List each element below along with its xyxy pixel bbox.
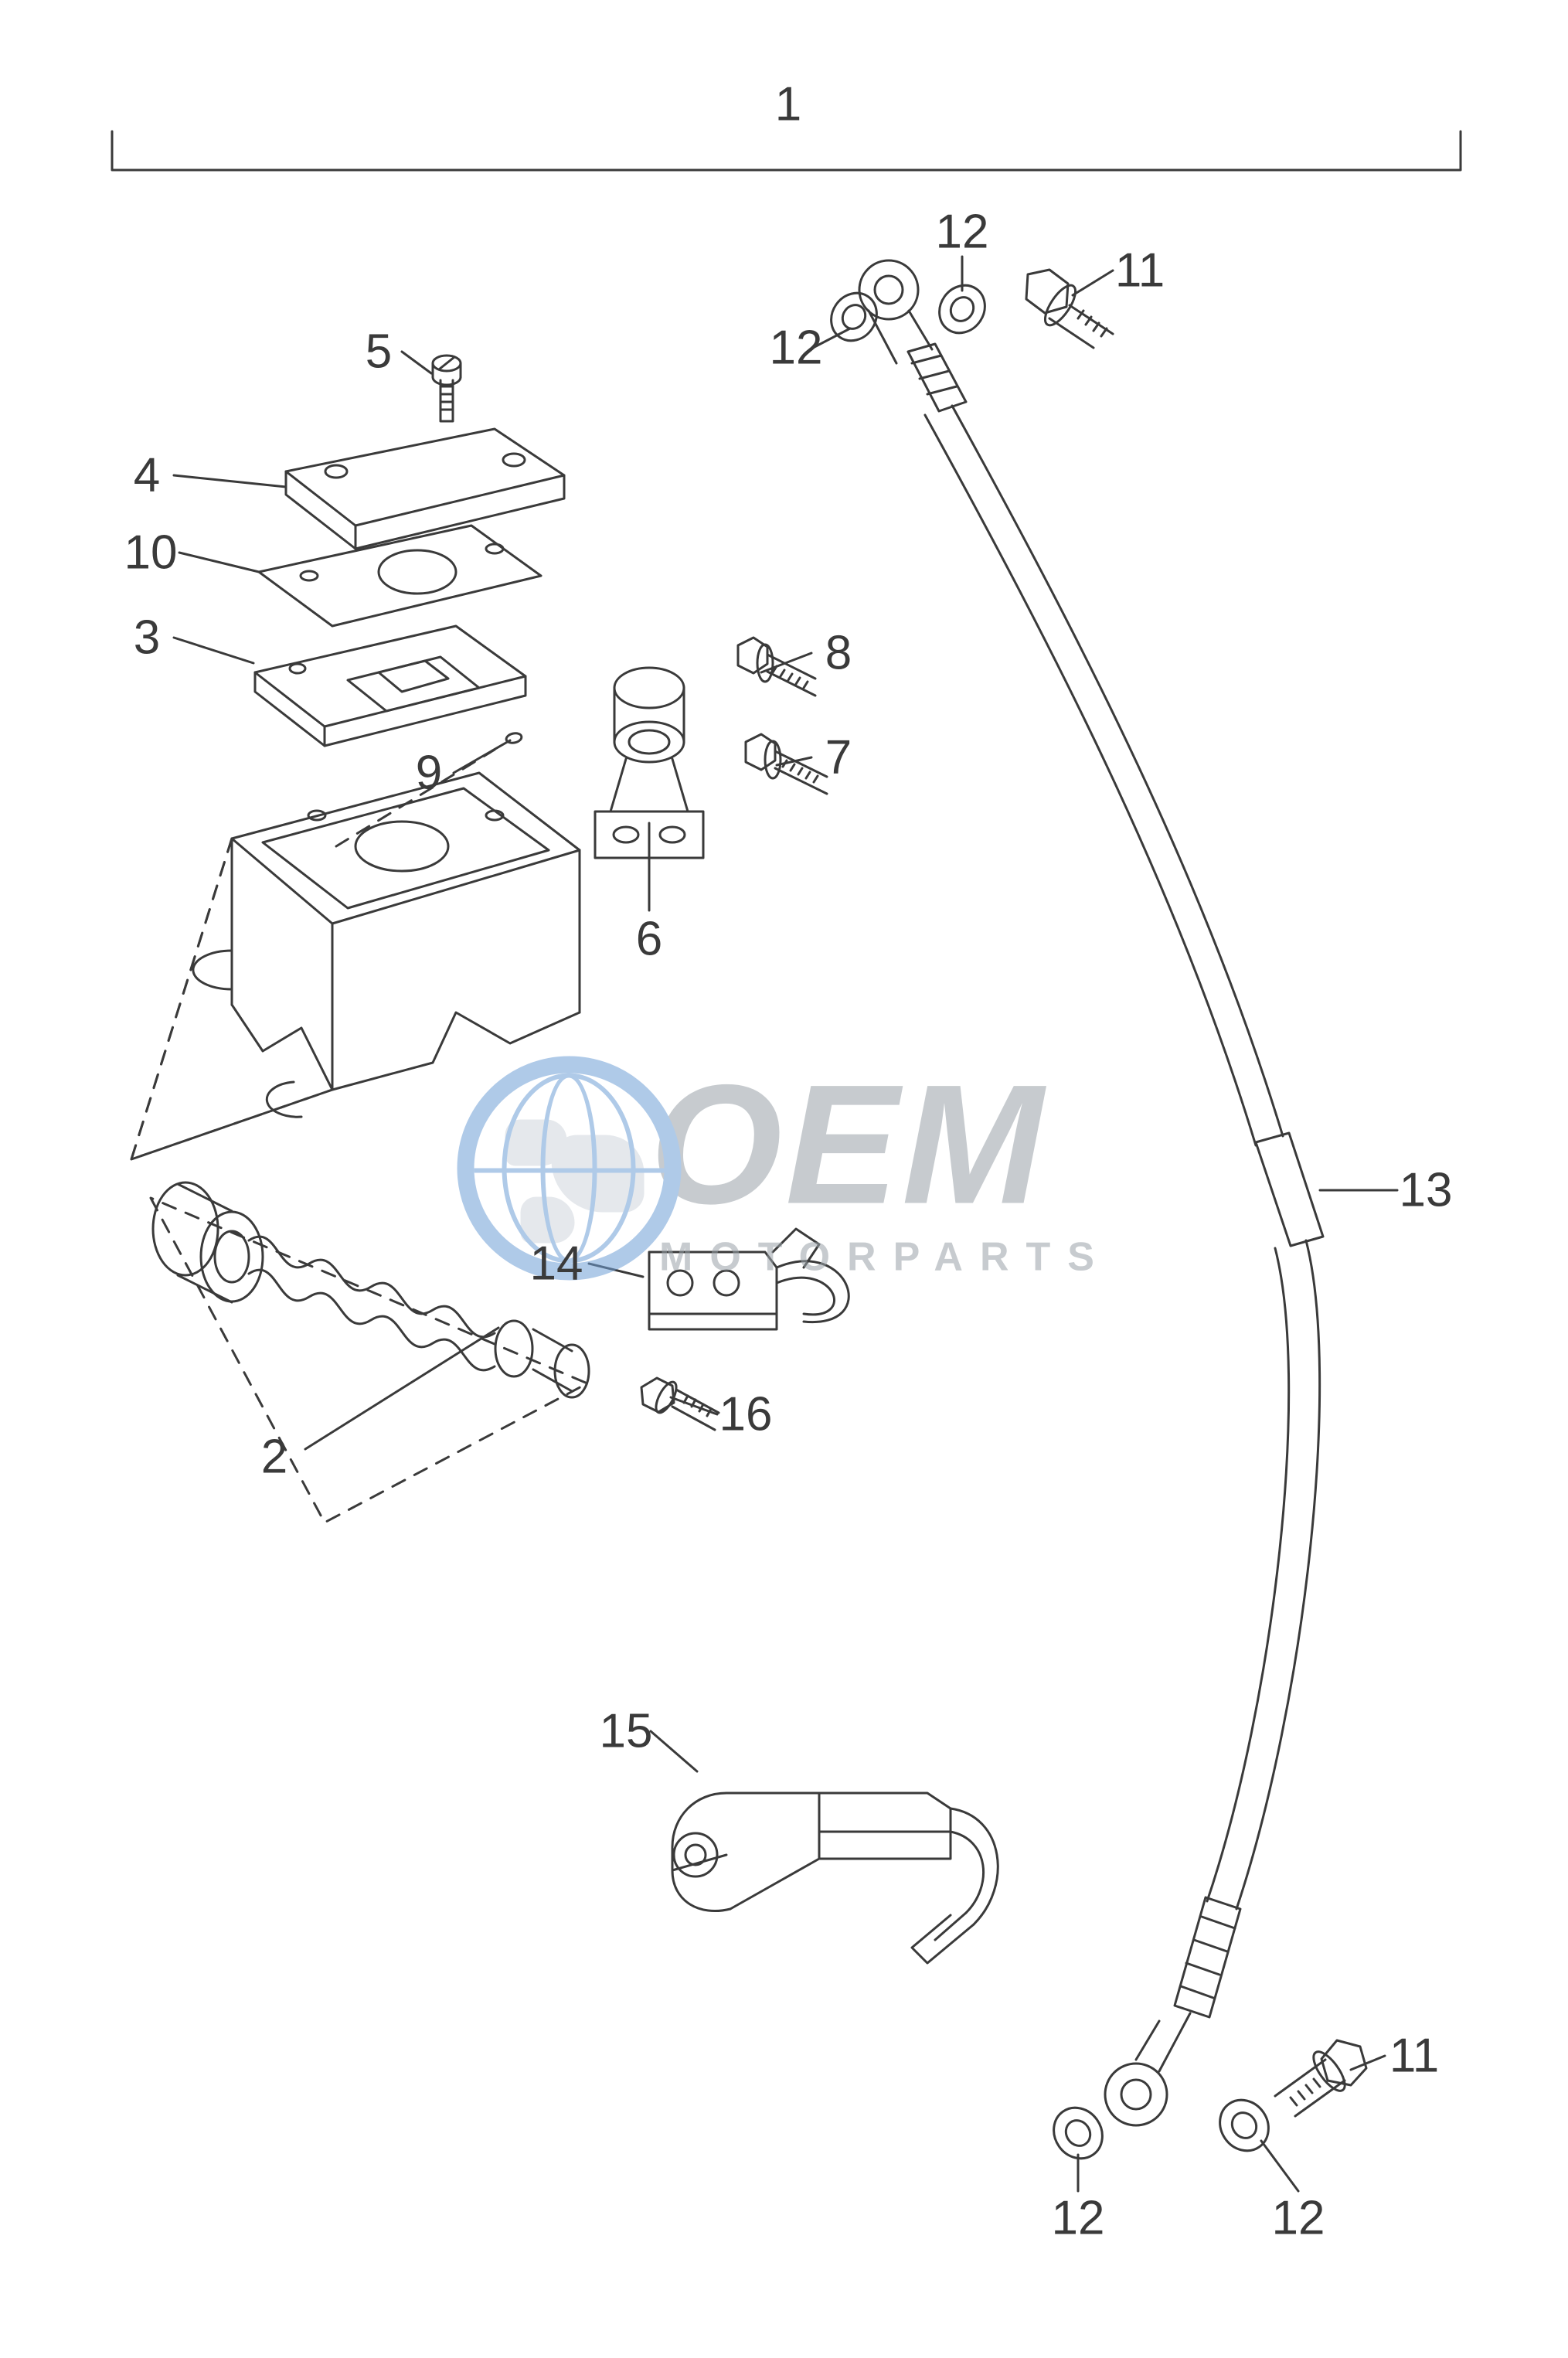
callout-16: 16 — [719, 1387, 773, 1442]
callout-5: 5 — [366, 325, 392, 379]
callout-10: 10 — [124, 526, 178, 580]
callout-1: 1 — [775, 77, 801, 132]
callout-12a: 12 — [936, 205, 989, 260]
callout-12c: 12 — [1052, 2191, 1105, 2246]
callout-14: 14 — [530, 1237, 583, 1291]
callout-13: 13 — [1400, 1163, 1453, 1218]
callout-9: 9 — [416, 746, 442, 801]
callout-12b: 12 — [770, 321, 823, 376]
callout-4: 4 — [134, 448, 160, 503]
callout-12d: 12 — [1272, 2191, 1325, 2246]
callout-6: 6 — [636, 912, 662, 967]
callout-3: 3 — [134, 611, 160, 665]
callout-11b: 11 — [1389, 2029, 1439, 2084]
callout-2: 2 — [261, 1430, 287, 1485]
callout-7: 7 — [825, 730, 852, 785]
callout-8: 8 — [825, 626, 852, 681]
callout-15: 15 — [600, 1704, 653, 1759]
callout-11a: 11 — [1115, 243, 1165, 298]
